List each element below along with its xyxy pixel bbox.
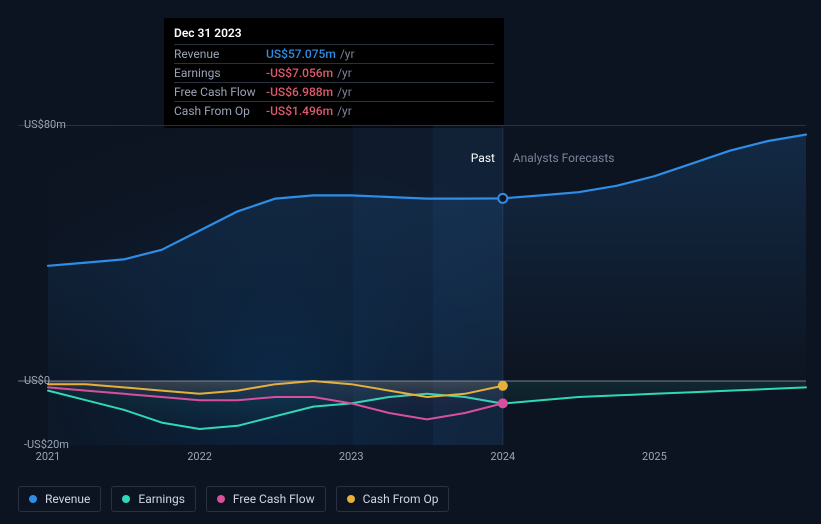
tooltip-row-value: -US$6.988m [266, 85, 333, 99]
tooltip-row-label: Earnings [174, 66, 266, 80]
legend-dot-icon [217, 495, 225, 503]
legend-item-cfo[interactable]: Cash From Op [336, 486, 450, 512]
legend-item-label: Free Cash Flow [233, 492, 315, 506]
tooltip-row: Earnings-US$7.056m/yr [174, 63, 494, 82]
legend-dot-icon [29, 495, 37, 503]
y-axis-label: US$0 [24, 374, 50, 387]
legend-item-earnings[interactable]: Earnings [111, 486, 196, 512]
x-axis-label: 2021 [36, 450, 61, 463]
legend-dot-icon [347, 495, 355, 503]
tooltip-row-value: -US$7.056m [266, 66, 333, 80]
legend-item-fcf[interactable]: Free Cash Flow [206, 486, 326, 512]
tooltip-row-unit: /yr [337, 66, 352, 80]
legend-item-label: Revenue [45, 492, 90, 506]
chart-svg [18, 125, 806, 445]
tooltip-row-value: -US$1.496m [266, 104, 333, 118]
x-axis-label: 2025 [642, 450, 667, 463]
tooltip-row: Cash From Op-US$1.496m/yr [174, 101, 494, 120]
financials-chart: Past Analysts Forecasts US$80mUS$0-US$20… [18, 125, 806, 445]
x-axis-label: 2022 [187, 450, 212, 463]
tooltip-row-unit: /yr [337, 104, 352, 118]
legend-item-label: Cash From Op [363, 492, 439, 506]
past-phase-label: Past [471, 151, 495, 165]
tooltip-row-label: Revenue [174, 47, 266, 61]
tooltip-row: Free Cash Flow-US$6.988m/yr [174, 82, 494, 101]
tooltip-row-unit: /yr [337, 85, 352, 99]
chart-legend: Revenue Earnings Free Cash Flow Cash From O… [18, 486, 449, 512]
tooltip-row-label: Free Cash Flow [174, 85, 266, 99]
tooltip-row-value: US$57.075m [266, 47, 336, 61]
x-axis-label: 2023 [339, 450, 364, 463]
tooltip-row-unit: /yr [340, 47, 355, 61]
forecast-phase-label: Analysts Forecasts [513, 151, 615, 165]
y-axis-label: US$80m [24, 118, 66, 131]
tooltip-row-label: Cash From Op [174, 104, 266, 118]
tooltip-date: Dec 31 2023 [174, 26, 494, 44]
legend-item-label: Earnings [138, 492, 185, 506]
chart-tooltip: Dec 31 2023 RevenueUS$57.075m/yrEarnings… [164, 18, 504, 128]
x-axis-label: 2024 [490, 450, 515, 463]
legend-dot-icon [122, 495, 130, 503]
legend-item-revenue[interactable]: Revenue [18, 486, 101, 512]
tooltip-row: RevenueUS$57.075m/yr [174, 44, 494, 63]
